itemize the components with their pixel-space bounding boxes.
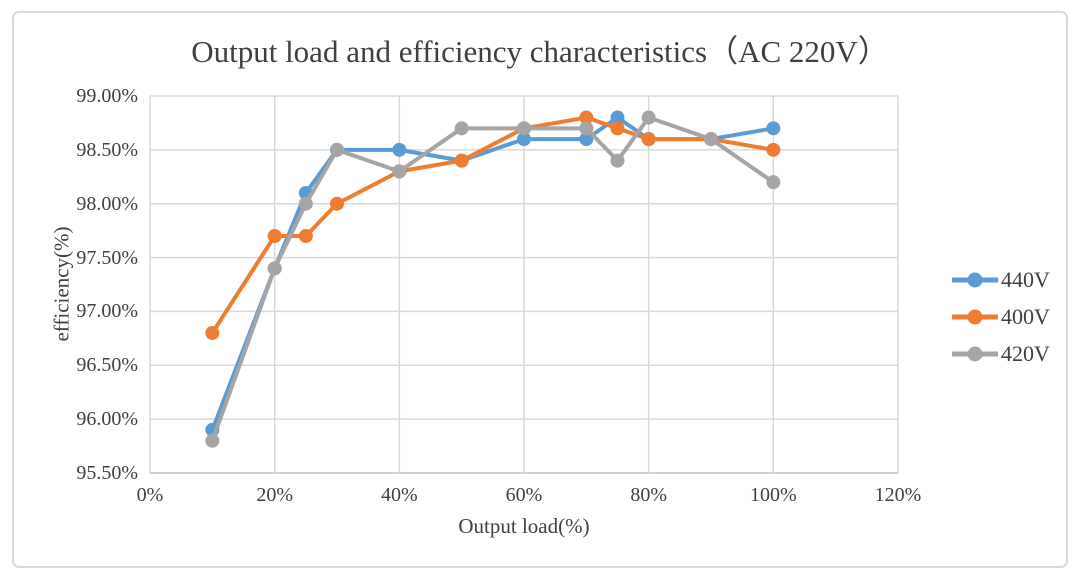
- data-point-400V-75: [610, 121, 625, 136]
- data-point-400V-30: [330, 196, 344, 211]
- legend-marker-icon: [952, 272, 998, 288]
- y-axis-title: efficiency(%): [49, 226, 74, 342]
- y-tick-label: 96.50%: [76, 354, 138, 377]
- data-point-420V-20: [267, 261, 282, 276]
- data-point-420V-50: [454, 121, 469, 136]
- y-tick-label: 96.00%: [76, 408, 138, 431]
- legend-item-400V: 400V: [950, 303, 1050, 331]
- data-point-400V-50: [454, 153, 469, 168]
- legend-item-440V: 440V: [950, 266, 1050, 294]
- data-point-420V-10: [205, 433, 220, 448]
- data-point-440V-70: [579, 132, 594, 147]
- legend-marker-icon: [952, 346, 998, 362]
- legend: 440V 400V 420V: [950, 266, 1050, 368]
- y-tick-label: 98.50%: [76, 138, 138, 161]
- y-tick-label: 97.00%: [76, 300, 138, 323]
- x-tick-label: 120%: [874, 484, 922, 506]
- y-tick-label: 97.50%: [76, 246, 138, 269]
- legend-label: 440V: [1001, 267, 1050, 292]
- data-point-420V-90: [704, 132, 718, 147]
- data-point-440V-100: [766, 121, 781, 136]
- legend-label: 400V: [1001, 304, 1050, 329]
- legend-marker-icon: [952, 309, 998, 325]
- data-point-420V-60: [517, 121, 531, 136]
- data-point-440V-75: [610, 110, 625, 125]
- data-point-420V-80: [641, 110, 656, 125]
- data-point-400V-70: [579, 110, 594, 125]
- legend-label: 420V: [1001, 341, 1050, 366]
- y-tick-label: 98.00%: [76, 192, 138, 215]
- x-tick-label: 100%: [749, 484, 797, 506]
- data-point-420V-70: [579, 121, 594, 136]
- data-point-420V-30: [330, 142, 344, 157]
- data-point-400V-25: [298, 229, 313, 244]
- legend-item-420V: 420V: [950, 340, 1050, 368]
- data-point-400V-80: [641, 132, 656, 147]
- x-tick-label: 20%: [256, 484, 293, 506]
- data-point-400V-10: [205, 325, 220, 340]
- data-point-420V-75: [610, 153, 625, 168]
- chart-title: Output load and efficiency characteristi…: [191, 34, 889, 69]
- x-tick-label: 80%: [630, 484, 667, 506]
- data-point-420V-25: [298, 196, 313, 211]
- data-point-420V-40: [392, 164, 407, 179]
- y-tick-label: 95.50%: [76, 462, 138, 484]
- x-tick-label: 40%: [380, 484, 418, 506]
- data-point-440V-60: [517, 132, 531, 147]
- data-point-440V-40: [392, 142, 407, 157]
- x-tick-label: 60%: [505, 484, 543, 506]
- data-point-400V-100: [766, 142, 781, 157]
- data-point-400V-20: [267, 229, 282, 244]
- y-tick-label: 99.00%: [76, 85, 138, 107]
- series-line-440V: [210, 115, 776, 432]
- x-axis-title: Output load(%): [458, 514, 590, 538]
- series-line-420V: [210, 115, 776, 443]
- chart-frame: [12, 11, 1068, 568]
- data-point-420V-100: [766, 175, 781, 190]
- x-tick-label: 0%: [136, 484, 164, 506]
